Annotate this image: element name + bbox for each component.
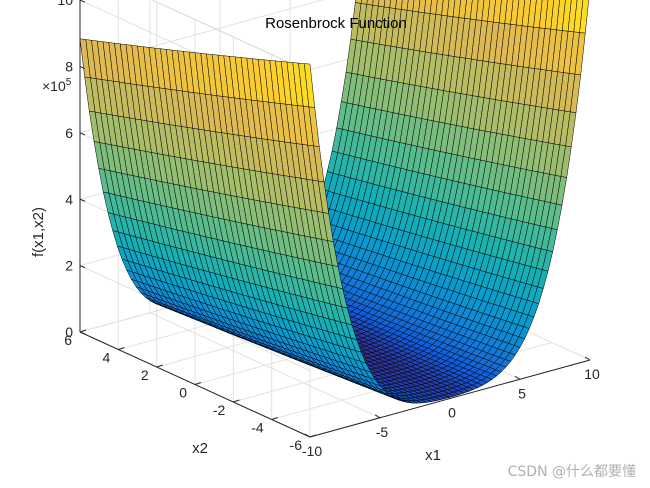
surface-patch [418,0,426,13]
y-tick-mark [271,417,278,420]
surface-patch [544,0,555,30]
z-tick-mark [79,132,86,136]
x-tick-mark [304,433,311,438]
y-tick-label: 4 [103,350,111,366]
surface-patch [389,0,397,9]
surface-patch [579,0,589,34]
surface-mesh [79,0,589,404]
surface-patch [406,0,415,12]
y-tick-label: -6 [290,437,303,453]
x-tick-mark [584,356,591,361]
x-tick-label: -5 [376,424,389,440]
y-tick-label: 0 [179,385,187,401]
surface-patch [366,0,374,6]
surface-patch [441,0,450,17]
surface-patch [470,0,479,21]
x-tick-mark [514,375,521,380]
x-tick-label: 5 [518,385,526,401]
surface-patch [395,0,403,10]
z-tick-label: 2 [65,258,73,274]
z-tick-label: 10 [57,0,73,8]
x-tick-label: 10 [584,366,600,382]
surface-patch [447,0,456,17]
x-axis-label: x1 [425,447,441,464]
z-tick-mark [79,66,86,70]
surface-patch [475,0,485,21]
surface-patch [458,0,467,19]
z-tick-label: 6 [65,125,73,141]
y-tick-mark [156,364,163,368]
surface-patch [372,0,380,7]
y-tick-mark [118,347,125,350]
y-tick-mark [79,329,87,333]
z-tick-label: 0 [65,324,73,340]
surface-patch [464,0,473,20]
z-tick-mark [79,198,86,202]
z-exponent-label: ×105 [42,77,72,94]
y-axis-label: x2 [192,440,208,457]
surface-patch [378,0,386,8]
surface-patch [481,0,491,22]
z-tick-label: 4 [65,191,73,207]
x-tick-label: -10 [302,443,322,459]
z-exponent-power: 5 [66,77,72,88]
surface-patch [412,0,421,13]
y-tick-label: -4 [251,420,264,436]
z-axis-label: f(x1,x2) [30,207,47,257]
z-tick-label: 8 [65,59,73,75]
chart-title: Rosenbrock Function [265,15,407,32]
watermark: CSDN @什么都要懂 [508,464,636,480]
z-tick-mark [79,0,86,3]
y-tick-label: 2 [141,367,149,383]
y-tick-mark [233,399,240,403]
surface-patch [401,0,409,11]
surface-patch [435,0,444,16]
y-tick-mark [309,434,317,438]
surface-patch [533,0,543,29]
x-tick-mark [374,414,381,419]
z-tick-mark [79,265,86,269]
surface-patch [360,0,368,5]
x-tick-mark [444,395,451,399]
surface-patch [452,0,461,18]
surface-patch [383,0,391,8]
surface-patch [539,0,549,29]
surface-patch [424,0,432,14]
x-tick-label: 0 [448,405,456,421]
y-tick-label: 6 [64,332,72,348]
y-tick-mark [194,382,202,385]
y-tick-label: -2 [213,402,226,418]
surface-patch [550,0,560,31]
axis-lines [79,0,591,438]
surface-patch [355,0,362,4]
z-tick-mark [79,331,86,335]
surface-patch [429,0,438,15]
